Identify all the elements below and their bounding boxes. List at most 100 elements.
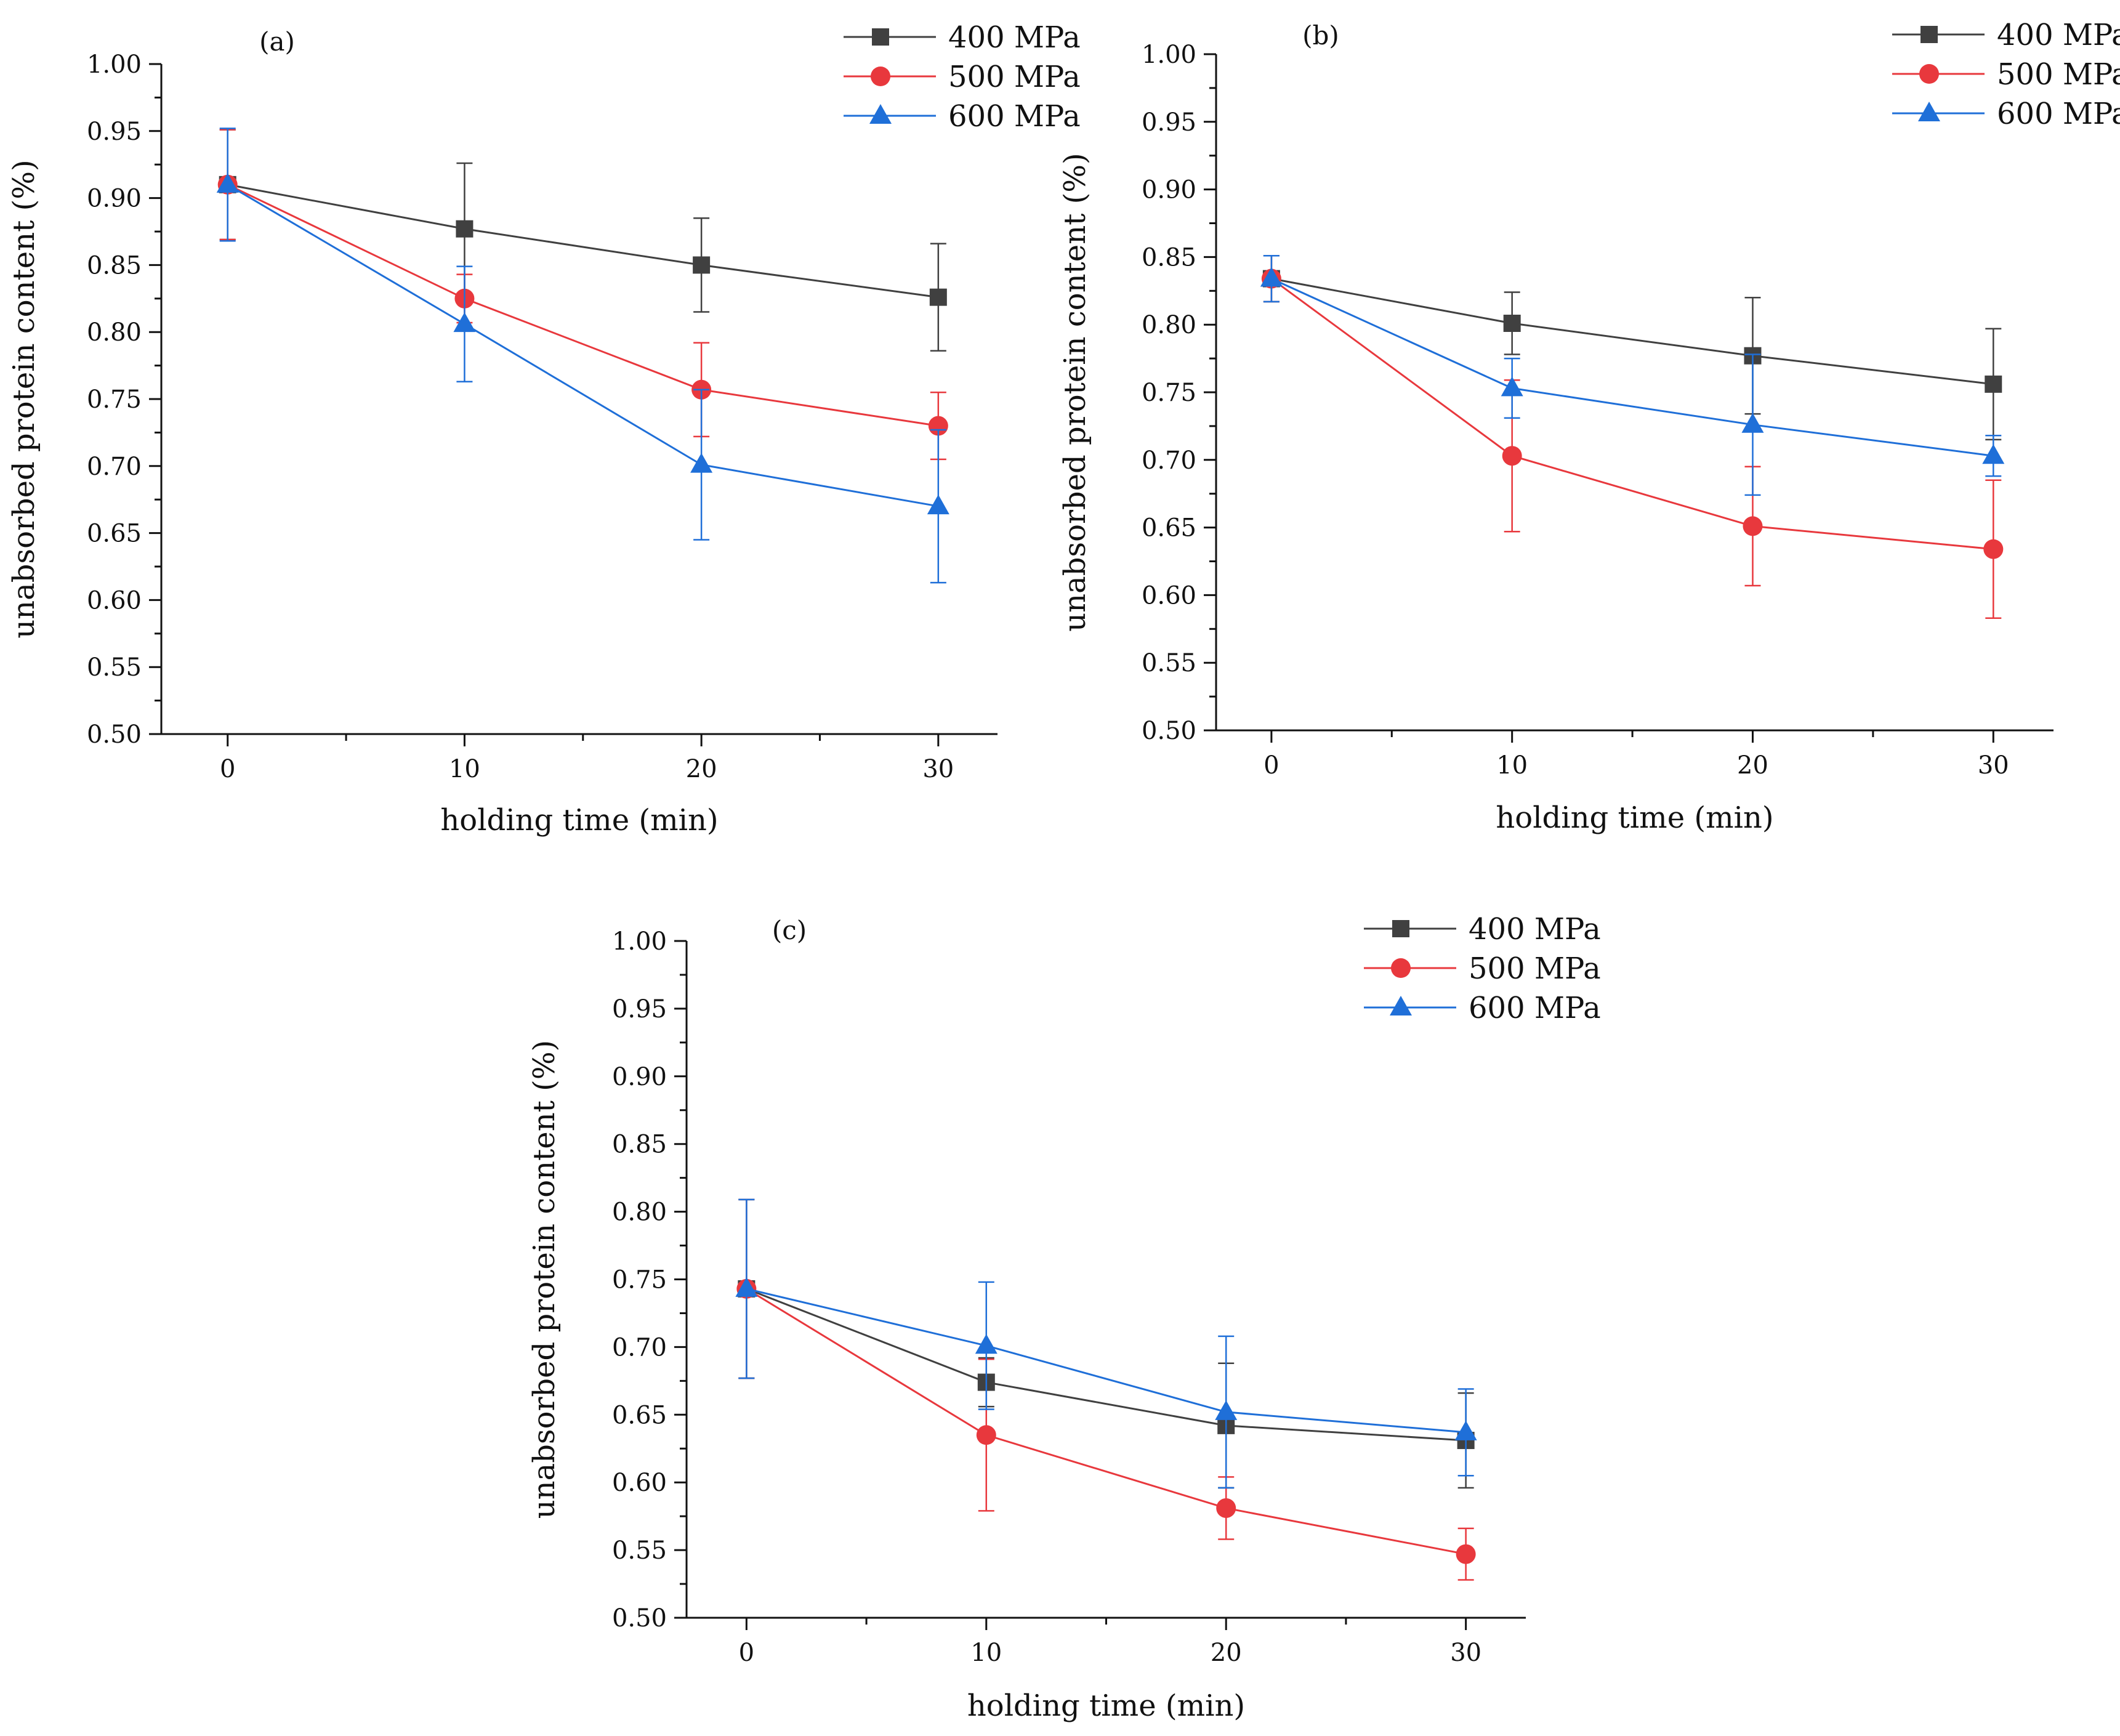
legend-item-400-mpa: 400 MPa [1892, 18, 2120, 52]
data-point [1982, 444, 2005, 464]
data-point [1502, 446, 1522, 466]
y-tick-label: 0.60 [87, 586, 142, 615]
data-point [1454, 1420, 1477, 1440]
y-tick-label: 0.75 [1142, 379, 1196, 407]
y-tick-label: 0.85 [612, 1131, 667, 1159]
series-600-mpa [1260, 254, 2005, 496]
legend-marker [1919, 64, 1939, 84]
chart-c: 0.50 0.55 0.60 0.65 0.70 0.75 0.80 0.85 0.90 0.95… [527, 912, 1601, 1723]
legend-label: 600 MPa [948, 99, 1081, 134]
y-tick-label: 0.50 [612, 1604, 667, 1633]
legend-item-600-mpa: 600 MPa [844, 99, 1081, 134]
series-600-mpa [216, 127, 949, 584]
y-tick-label: 0.80 [612, 1198, 667, 1227]
panel-label: (a) [259, 26, 295, 57]
x-tick-label: 30 [1450, 1639, 1481, 1667]
panel-label: (b) [1302, 20, 1339, 50]
legend-item-400-mpa: 400 MPa [844, 20, 1081, 55]
x-tick-label: 0 [1264, 751, 1279, 780]
y-tick-label: 1.00 [87, 50, 142, 79]
data-point [1456, 1544, 1476, 1564]
data-point [1741, 413, 1764, 433]
x-tick-label: 20 [686, 755, 717, 783]
series-line-400-mpa [1271, 278, 1994, 386]
data-point [1985, 375, 2002, 393]
y-tick-label: 1.00 [612, 927, 667, 956]
x-tick-label: 10 [449, 755, 480, 783]
y-tick-label: 0.65 [612, 1401, 667, 1429]
data-point [1260, 267, 1283, 287]
legend-label: 600 MPa [1469, 991, 1601, 1025]
y-tick-label: 0.50 [1142, 717, 1196, 745]
x-tick-label: 20 [1737, 751, 1768, 780]
x-tick-label: 0 [220, 755, 235, 783]
legend-item-500-mpa: 500 MPa [844, 60, 1081, 94]
chart-a: 0.50 0.55 0.60 0.65 0.70 0.75 0.80 0.85 0.90 0.95… [7, 20, 1081, 838]
y-tick-label: 1.00 [1142, 41, 1196, 69]
legend-marker [1918, 102, 1940, 121]
legend-item-500-mpa: 500 MPa [1892, 57, 2120, 92]
y-tick-label: 0.70 [612, 1333, 667, 1362]
y-tick-label: 0.65 [87, 520, 142, 548]
legend-item-500-mpa: 500 MPa [1364, 951, 1601, 986]
series-line-600-mpa [1271, 278, 1994, 457]
y-tick-label: 0.60 [612, 1469, 667, 1497]
legend-marker [1392, 920, 1409, 937]
legend-item-600-mpa: 600 MPa [1364, 991, 1601, 1025]
y-tick-label: 0.60 [1142, 581, 1196, 610]
data-point [1216, 1498, 1236, 1518]
series-line-500-mpa [746, 1288, 1466, 1556]
legend-item-400-mpa: 400 MPa [1364, 912, 1601, 947]
data-point [1215, 1400, 1238, 1420]
y-tick-label: 0.95 [612, 995, 667, 1023]
series-line-600-mpa [227, 184, 939, 507]
legend-marker [869, 104, 892, 124]
data-point [456, 220, 474, 238]
data-point [928, 416, 948, 436]
y-tick-label: 0.85 [1142, 243, 1196, 272]
legend: 400 MPa 500 MPa 600 MPa [1364, 912, 1601, 1025]
legend-label: 500 MPa [1469, 951, 1601, 986]
data-point [693, 256, 711, 274]
series-line-500-mpa [1270, 278, 1994, 551]
data-point [1983, 539, 2004, 559]
legend-marker [872, 28, 889, 46]
y-tick-label: 0.70 [87, 453, 142, 481]
legend-label: 400 MPa [948, 20, 1081, 55]
y-tick-label: 0.90 [612, 1063, 667, 1091]
y-tick-label: 0.55 [612, 1536, 667, 1565]
legend-item-600-mpa: 600 MPa [1892, 97, 2120, 131]
x-axis-title: holding time (min) [1496, 801, 1773, 835]
y-tick-label: 0.75 [87, 386, 142, 414]
series-line-400-mpa [746, 1288, 1466, 1442]
data-point [1501, 376, 1523, 397]
y-axis-title: unabsorbed protein content (%) [7, 159, 41, 638]
data-point [975, 1334, 998, 1354]
y-tick-label: 0.95 [87, 118, 142, 146]
series-line-600-mpa [746, 1288, 1466, 1434]
x-axis-title: holding time (min) [967, 1689, 1245, 1723]
y-tick-label: 0.70 [1142, 446, 1196, 475]
data-point [690, 453, 713, 473]
data-point [929, 288, 947, 306]
y-axis-title: unabsorbed protein content (%) [527, 1040, 562, 1519]
x-tick-label: 20 [1211, 1639, 1242, 1667]
y-tick-label: 0.65 [1142, 514, 1196, 543]
y-tick-label: 0.85 [87, 251, 142, 280]
legend-marker [1390, 996, 1412, 1015]
y-axis-title: unabsorbed protein content (%) [1058, 153, 1092, 631]
y-tick-label: 0.95 [1142, 108, 1196, 137]
legend-label: 500 MPa [1997, 57, 2120, 92]
legend: 400 MPa 500 MPa 600 MPa [1892, 18, 2120, 131]
data-point [927, 495, 949, 515]
y-tick-label: 0.55 [1142, 649, 1196, 677]
legend-label: 500 MPa [948, 60, 1081, 94]
series-line-400-mpa [227, 184, 939, 299]
panel-label: (c) [772, 915, 807, 945]
data-point [735, 1277, 758, 1297]
y-tick-label: 0.90 [1142, 176, 1196, 204]
legend-marker [1391, 958, 1411, 978]
legend-label: 400 MPa [1469, 912, 1601, 947]
x-tick-label: 10 [970, 1639, 1002, 1667]
legend: 400 MPa 500 MPa 600 MPa [844, 20, 1081, 134]
